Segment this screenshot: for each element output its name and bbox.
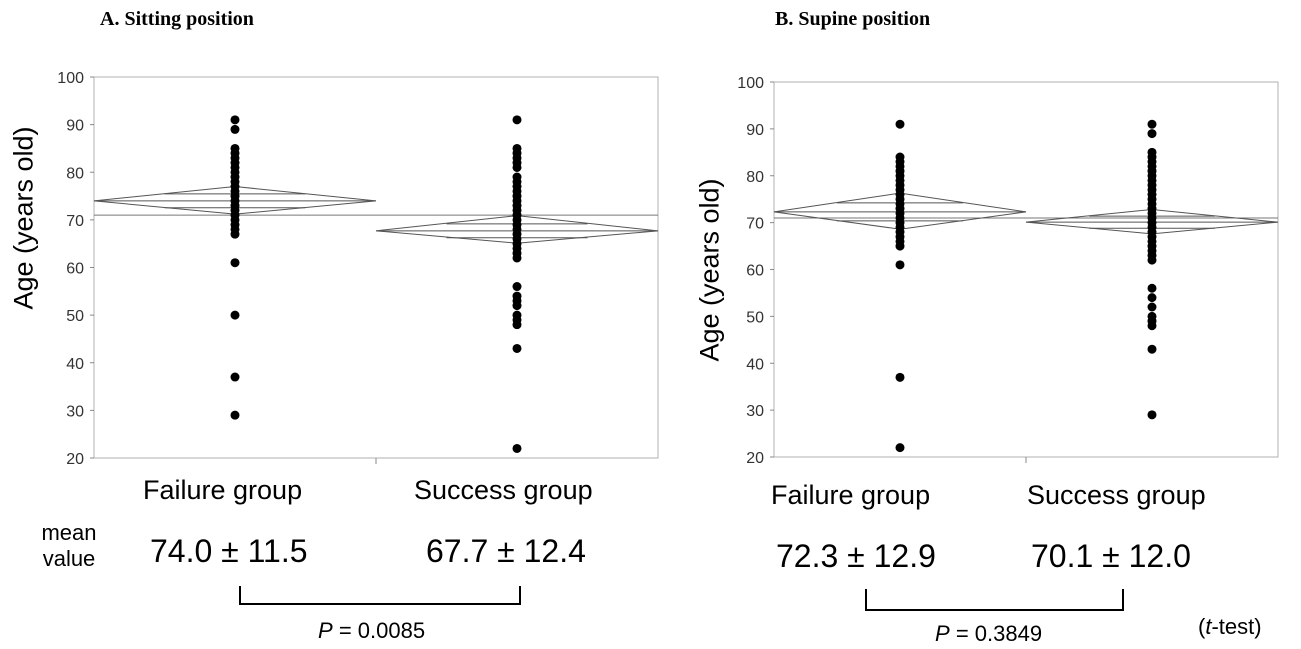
panel-b-success-point: [1147, 255, 1157, 265]
panel-a-category-failure: Failure group: [143, 475, 303, 505]
panel-b-y-tick-label: 20: [746, 450, 764, 467]
panel-b-failure-point: [895, 372, 905, 382]
panel-a-y-tick-label: 50: [66, 308, 84, 325]
panel-b-bracket: [865, 589, 1124, 611]
panel-a-mean-failure: 74.0 ± 11.5: [150, 533, 308, 569]
panel-a-y-tick-label: 100: [57, 70, 84, 87]
panel-a-y-tick-label: 30: [66, 403, 84, 420]
panel-b-mean-success: 70.1 ± 12.0: [1031, 538, 1191, 574]
panel-a-success-point: [512, 443, 522, 453]
panel-b-success-point: [1147, 129, 1157, 139]
panel-a-y-tick-label: 40: [66, 356, 84, 373]
panel-b-success-point: [1147, 410, 1157, 420]
panel-b-success-point: [1147, 302, 1157, 312]
panel-b-mean-failure: 72.3 ± 12.9: [776, 538, 936, 574]
panel-b-p-number: = 0.3849: [955, 621, 1043, 646]
panel-a-p-value: P = 0.0085: [318, 618, 425, 644]
mean-value-label: mean value: [41, 520, 97, 571]
panel-b-y-tick-label: 100: [737, 75, 764, 92]
panel-a-failure-point: [230, 310, 240, 320]
t-test-open: (: [1198, 614, 1206, 639]
panel-b-p-value: P = 0.3849: [935, 621, 1042, 647]
panel-b-y-tick-label: 70: [746, 216, 764, 233]
panel-b-y-tick-label: 50: [746, 309, 764, 326]
panel-b-success-point: [1147, 283, 1157, 293]
panel-a-category-success: Success group: [414, 475, 593, 505]
panel-a-success-point: [512, 115, 522, 125]
panel-b-y-tick-label: 40: [746, 356, 764, 373]
t-test-rest: -test): [1211, 614, 1262, 639]
panel-a-failure-point: [230, 115, 240, 125]
panel-a-y-tick-label: 70: [66, 213, 84, 230]
panel-b-y-tick-label: 90: [746, 122, 764, 139]
panel-b-success-point: [1147, 119, 1157, 129]
panel-a-failure-point: [230, 124, 240, 134]
panel-b-p-symbol: P: [935, 621, 950, 646]
panel-b-y-tick-label: 80: [746, 169, 764, 186]
panel-a-title: A. Sitting position: [100, 8, 254, 30]
panel-b-title: B. Supine position: [775, 8, 931, 30]
panel-a-success-point: [512, 320, 522, 330]
panel-b-y-tick-label: 30: [746, 403, 764, 420]
panel-b-failure-point: [895, 241, 905, 251]
t-test-italic: t: [1205, 614, 1212, 639]
panel-b-failure-point: [895, 443, 905, 453]
panel-a-y-tick-label: 60: [66, 261, 84, 278]
panel-a-failure-point: [230, 372, 240, 382]
panel-b-plot-frame: [773, 81, 1279, 458]
panel-a-success-point: [512, 343, 522, 353]
t-test-note: (t-test): [1198, 614, 1262, 640]
panel-b-category-failure: Failure group: [771, 480, 931, 510]
panel-a-y-tick-label: 80: [66, 165, 84, 182]
panel-b-success-point: [1147, 293, 1157, 303]
panel-a-p-symbol: P: [318, 618, 333, 643]
panel-a-bracket: [239, 586, 521, 605]
panel-b-category-success: Success group: [1027, 480, 1206, 510]
panel-a-y-tick-label: 90: [66, 118, 84, 135]
panel-a-mean-success: 67.7 ± 12.4: [426, 533, 586, 569]
panel-a-failure-point: [230, 229, 240, 239]
panel-a-success-point: [512, 162, 522, 172]
panel-b-y-tick-label: 60: [746, 263, 764, 280]
panel-b-success-point: [1147, 344, 1157, 354]
panel-a-y-tick-label: 20: [66, 451, 84, 468]
panel-b-success-point: [1147, 321, 1157, 331]
panel-b-failure-point: [895, 119, 905, 129]
panel-a-failure-point: [230, 258, 240, 268]
panel-a-failure-point: [230, 410, 240, 420]
panel-b-failure-point: [895, 260, 905, 270]
panel-a-success-point: [512, 253, 522, 263]
panel-a-success-point: [512, 282, 522, 292]
panel-a-p-number: = 0.0085: [338, 618, 426, 643]
panel-a-success-point: [512, 301, 522, 311]
